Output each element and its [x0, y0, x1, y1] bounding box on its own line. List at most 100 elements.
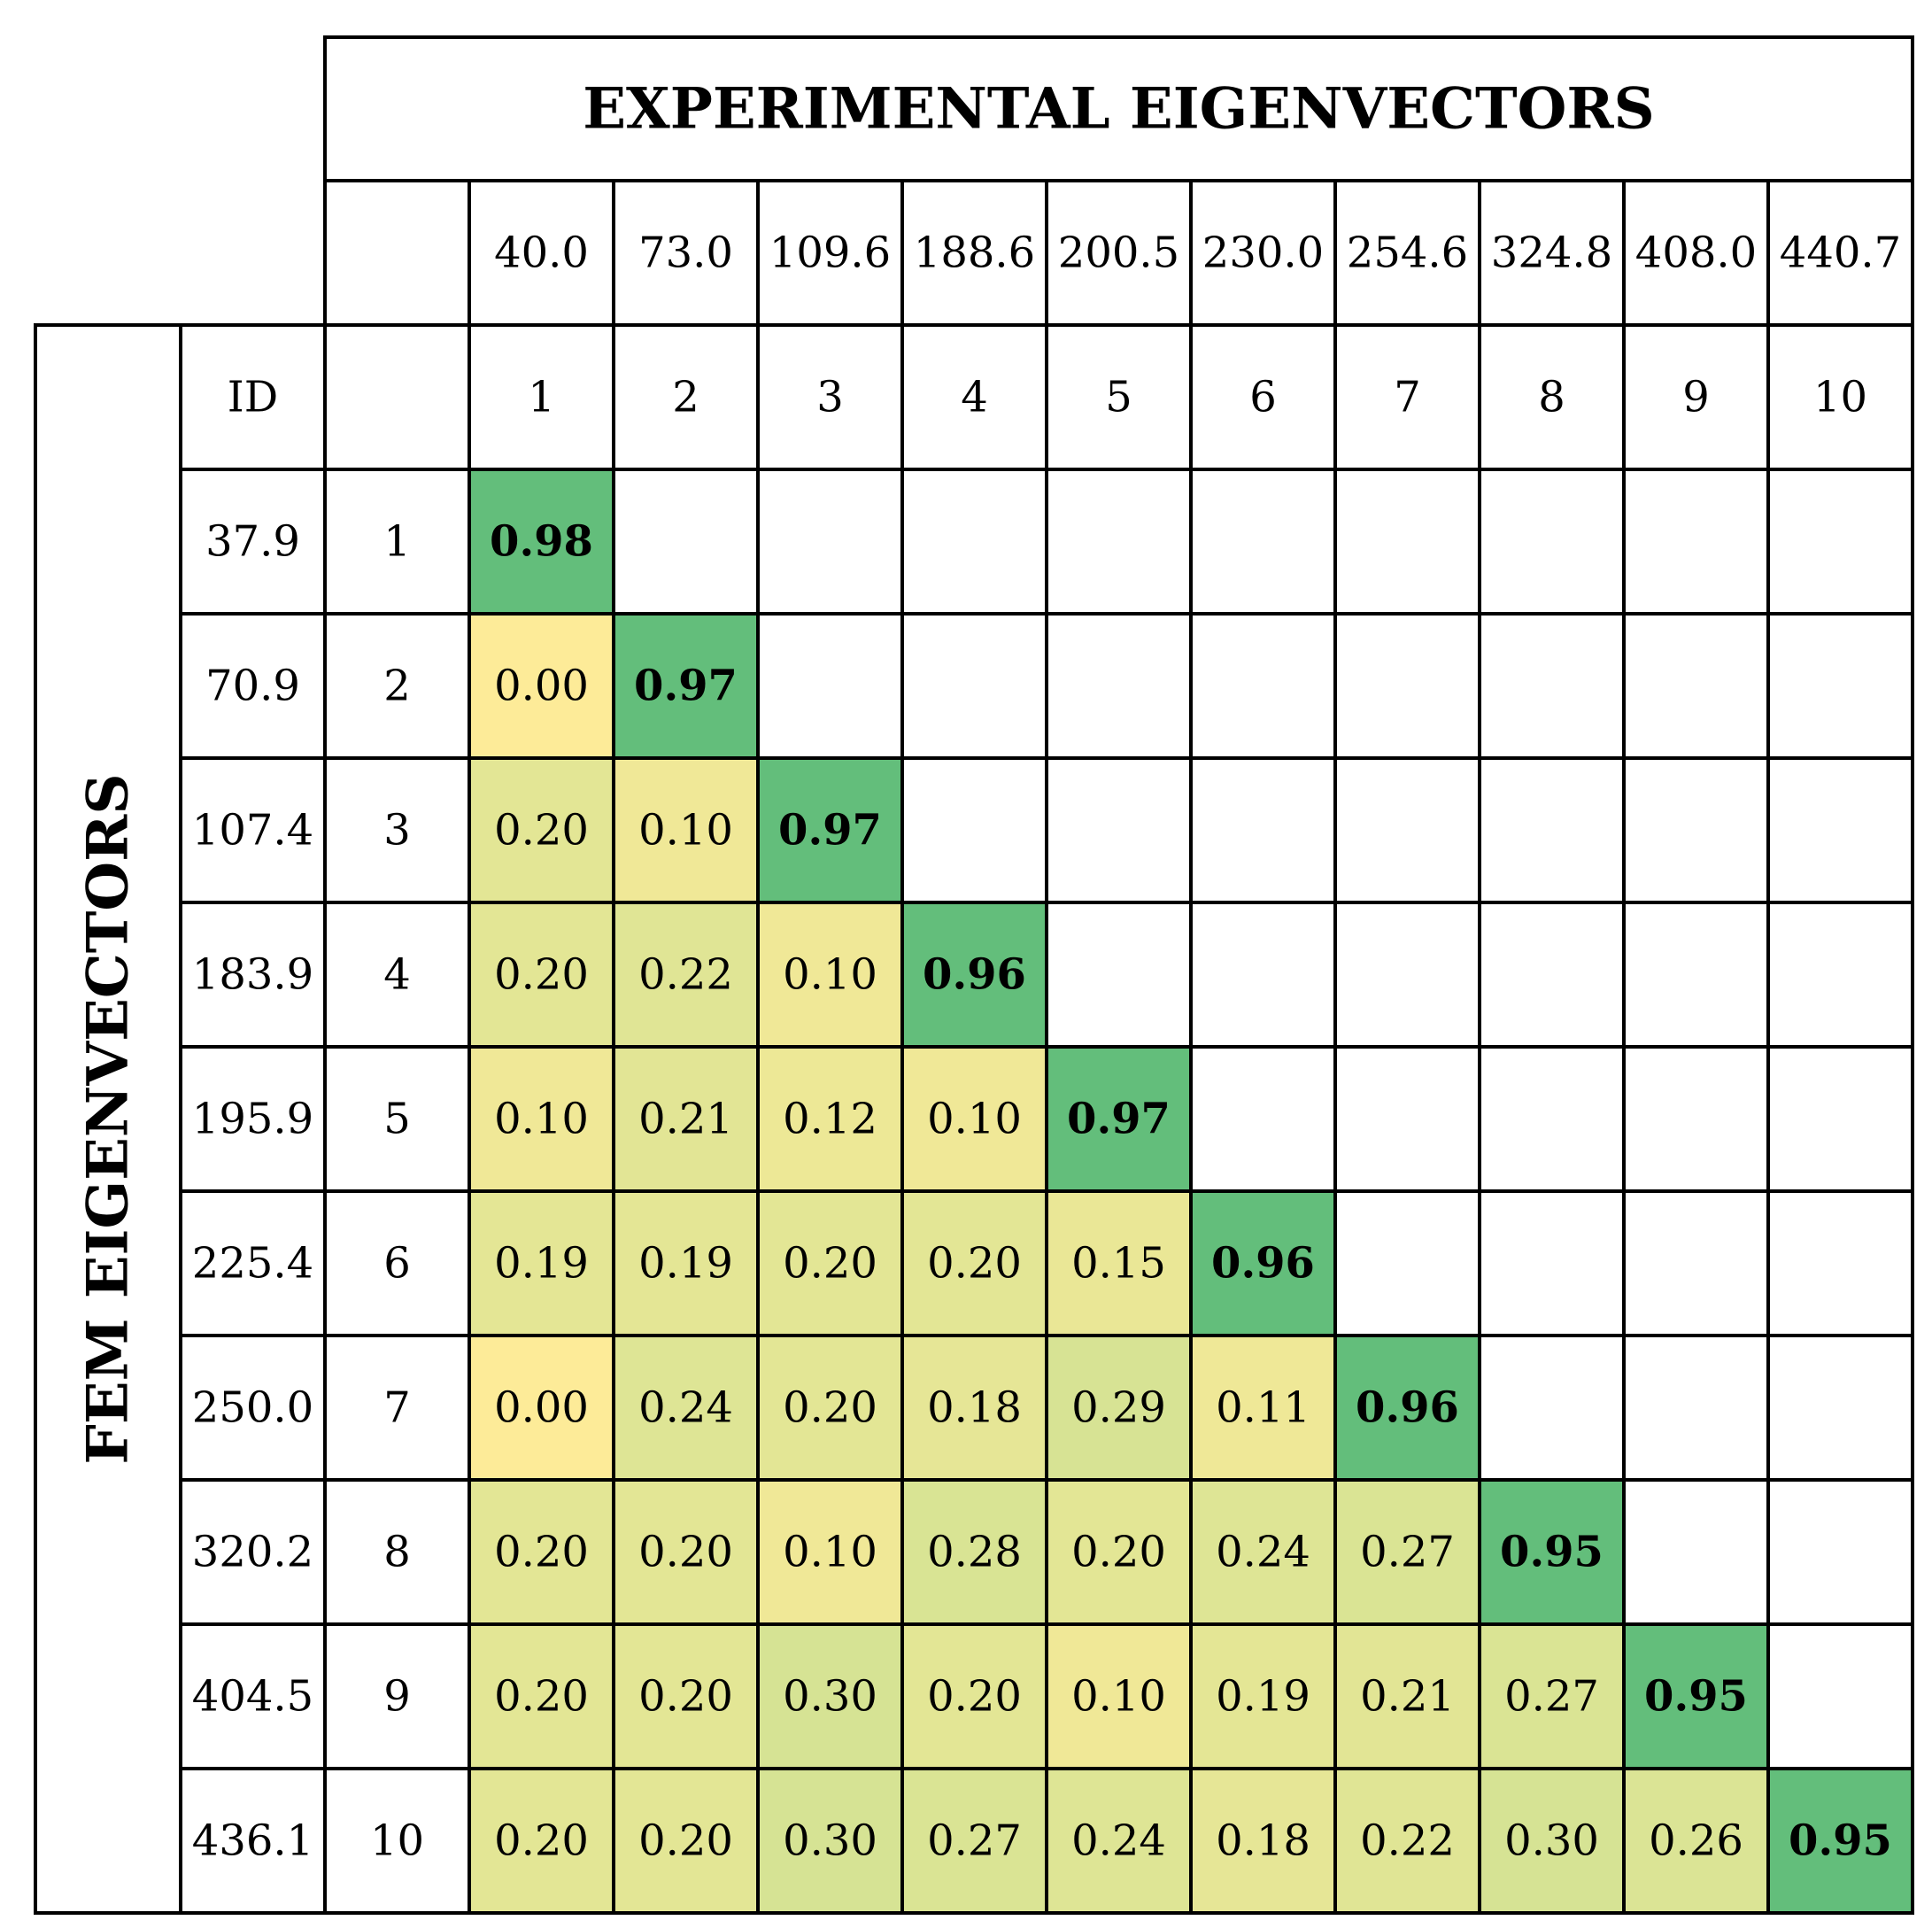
- mac-diagonal-label: 0.96: [923, 950, 1026, 1000]
- mac-value-label: 0.10: [927, 1095, 1022, 1144]
- mac-value-label: 0.19: [494, 1239, 589, 1289]
- fem-id-cell: [323, 1767, 471, 1915]
- fem-id-cell: [323, 1189, 471, 1337]
- empty-cell: [1622, 1045, 1770, 1193]
- mac-value-label: 0.11: [1216, 1383, 1310, 1433]
- exp-id-label: 9: [1682, 373, 1710, 422]
- mac-value-label: 0.10: [494, 1095, 589, 1144]
- fem-frequency-cell: [179, 1767, 327, 1915]
- empty-cell: [1189, 756, 1337, 904]
- empty-cell: [1766, 612, 1914, 760]
- fem-frequency-cell: [179, 1189, 327, 1337]
- column-header-box: [323, 35, 1914, 182]
- exp-id-label: 3: [816, 373, 844, 422]
- mac-value-cell: [1189, 1189, 1337, 1337]
- mac-diagonal-label: 0.95: [1500, 1528, 1604, 1577]
- mac-value-cell: [1045, 1622, 1193, 1770]
- mac-value-label: 0.28: [927, 1528, 1022, 1577]
- empty-cell: [1478, 901, 1626, 1049]
- mac-value-cell: [468, 1622, 615, 1770]
- mac-value-label: 0.22: [638, 950, 733, 1000]
- mac-diagonal-label: 0.98: [490, 517, 593, 567]
- fem-frequency-label: 404.5: [192, 1672, 313, 1722]
- empty-cell: [900, 612, 1048, 760]
- empty-cell: [1045, 901, 1193, 1049]
- empty-cell: [1478, 1334, 1626, 1482]
- empty-cell: [1766, 1045, 1914, 1193]
- column-header: EXPERIMENTAL EIGENVECTORS: [583, 76, 1654, 143]
- mac-diagonal-label: 0.97: [634, 662, 738, 711]
- empty-cell: [1333, 901, 1481, 1049]
- fem-frequency-label: 183.9: [192, 950, 313, 1000]
- empty-cell: [1189, 901, 1337, 1049]
- mac-value-label: 0.26: [1649, 1816, 1743, 1866]
- mac-value-cell: [1478, 1767, 1626, 1915]
- exp-id-label: 1: [528, 373, 555, 422]
- mac-value-label: 0.20: [494, 950, 589, 1000]
- mac-value-cell: [756, 1189, 904, 1337]
- fem-frequency-cell: [179, 756, 327, 904]
- exp-frequency-label: 73.0: [638, 228, 733, 278]
- mac-value-label: 0.27: [927, 1816, 1022, 1866]
- mac-value-cell: [612, 1478, 760, 1626]
- mac-value-label: 0.22: [1360, 1816, 1455, 1866]
- mac-value-cell: [468, 1767, 615, 1915]
- empty-cell: [756, 468, 904, 616]
- exp-frequency-cell: [1478, 179, 1626, 327]
- exp-id-cell: [468, 323, 615, 471]
- empty-cell: [1622, 468, 1770, 616]
- exp-frequency-label: 254.6: [1347, 228, 1468, 278]
- mac-diagonal-label: 0.96: [1211, 1239, 1315, 1289]
- empty-cell: [1622, 901, 1770, 1049]
- exp-id-label: 7: [1394, 373, 1421, 422]
- fem-frequency-cell: [179, 901, 327, 1049]
- mac-value-label: 0.00: [494, 1383, 589, 1433]
- empty-cell: [1478, 612, 1626, 760]
- mac-value-label: 0.20: [1071, 1528, 1166, 1577]
- exp-frequency-cell: [900, 179, 1048, 327]
- mac-value-cell: [1045, 1045, 1193, 1193]
- empty-cell: [1766, 756, 1914, 904]
- exp-frequency-label: 40.0: [494, 228, 589, 278]
- mac-value-label: 0.24: [1216, 1528, 1310, 1577]
- empty-cell: [1045, 612, 1193, 760]
- mac-value-label: 0.29: [1071, 1383, 1166, 1433]
- exp-frequency-cell: [1189, 179, 1337, 327]
- empty-cell: [1766, 1334, 1914, 1482]
- fem-id-label: 10: [370, 1816, 424, 1866]
- fem-frequency-label: 195.9: [192, 1095, 313, 1144]
- exp-frequency-label: 324.8: [1491, 228, 1612, 278]
- mac-diagonal-label: 0.95: [1644, 1672, 1748, 1722]
- mac-value-cell: [1189, 1767, 1337, 1915]
- mac-value-cell: [612, 1045, 760, 1193]
- fem-id-label: 8: [383, 1528, 411, 1577]
- exp-frequency-label: 188.6: [914, 228, 1035, 278]
- mac-value-cell: [900, 1767, 1048, 1915]
- mac-value-cell: [612, 1622, 760, 1770]
- fem-id-cell: [323, 1045, 471, 1193]
- blank-id-cell: [323, 323, 471, 471]
- empty-cell: [1766, 468, 1914, 616]
- mac-value-label: 0.24: [1071, 1816, 1166, 1866]
- empty-cell: [1333, 1045, 1481, 1193]
- empty-cell: [1333, 756, 1481, 904]
- empty-cell: [1622, 1478, 1770, 1626]
- mac-value-label: 0.18: [1216, 1816, 1310, 1866]
- exp-id-cell: [1478, 323, 1626, 471]
- mac-value-label: 0.20: [494, 1528, 589, 1577]
- empty-cell: [900, 468, 1048, 616]
- mac-value-cell: [756, 901, 904, 1049]
- mac-value-label: 0.30: [1504, 1816, 1599, 1866]
- fem-frequency-label: 225.4: [192, 1239, 313, 1289]
- mac-value-cell: [1333, 1622, 1481, 1770]
- row-header: FEM EIGENVECTORS: [75, 773, 142, 1464]
- mac-value-cell: [468, 1334, 615, 1482]
- exp-id-cell: [1766, 323, 1914, 471]
- empty-cell: [1189, 468, 1337, 616]
- exp-id-cell: [900, 323, 1048, 471]
- mac-value-cell: [1478, 1478, 1626, 1626]
- mac-value-cell: [1333, 1767, 1481, 1915]
- mac-diagonal-label: 0.97: [778, 806, 882, 856]
- exp-id-cell: [1622, 323, 1770, 471]
